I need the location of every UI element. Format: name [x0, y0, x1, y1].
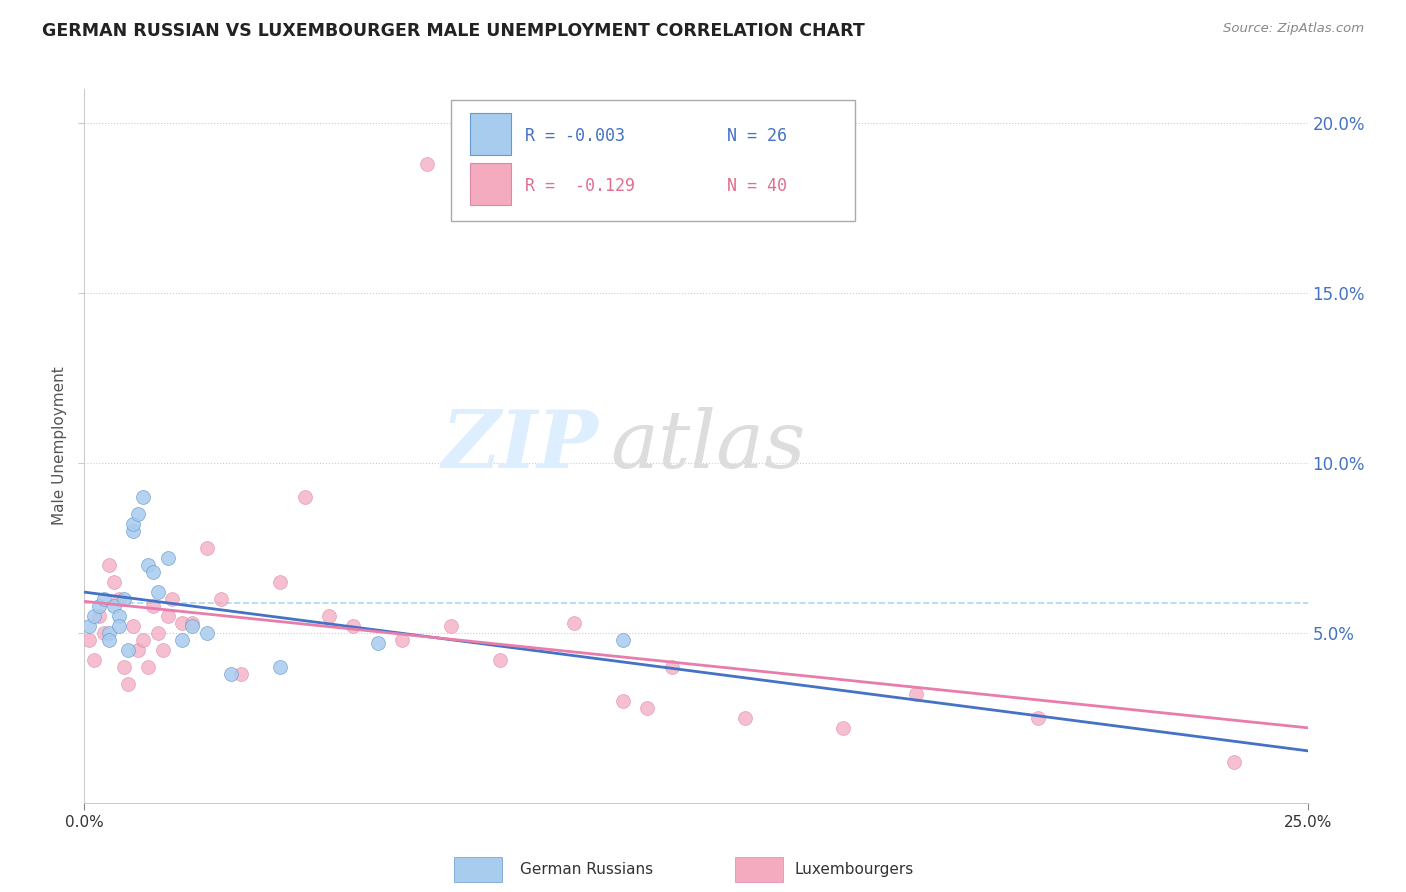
Point	[146, 585, 169, 599]
Point	[1028, 711, 1050, 725]
Text: N = 26: N = 26	[727, 127, 786, 145]
Point	[146, 626, 169, 640]
Point	[93, 626, 115, 640]
Point	[127, 643, 149, 657]
Point	[342, 619, 364, 633]
Point	[661, 660, 683, 674]
Point	[77, 632, 100, 647]
Text: Luxembourgers: Luxembourgers	[794, 863, 914, 877]
Point	[636, 700, 658, 714]
Text: atlas: atlas	[610, 408, 806, 484]
Point	[136, 558, 159, 572]
Point	[107, 608, 129, 623]
FancyBboxPatch shape	[451, 100, 855, 221]
Point	[181, 619, 204, 633]
Point	[117, 677, 139, 691]
Y-axis label: Male Unemployment: Male Unemployment	[52, 367, 67, 525]
Point	[156, 551, 179, 566]
Point	[112, 660, 135, 674]
Point	[195, 541, 218, 555]
Point	[905, 687, 928, 701]
Point	[83, 653, 105, 667]
Point	[156, 608, 179, 623]
Point	[87, 608, 110, 623]
Text: ZIP: ZIP	[441, 408, 598, 484]
Point	[209, 591, 232, 606]
Text: R = -0.003: R = -0.003	[524, 127, 624, 145]
Text: German Russians: German Russians	[520, 863, 654, 877]
Point	[172, 632, 194, 647]
Point	[162, 591, 184, 606]
Point	[103, 599, 125, 613]
Point	[294, 490, 316, 504]
Point	[269, 574, 291, 589]
Point	[195, 626, 218, 640]
Text: GERMAN RUSSIAN VS LUXEMBOURGER MALE UNEMPLOYMENT CORRELATION CHART: GERMAN RUSSIAN VS LUXEMBOURGER MALE UNEM…	[42, 22, 865, 40]
Point	[142, 565, 165, 579]
Point	[117, 643, 139, 657]
FancyBboxPatch shape	[470, 112, 512, 155]
Point	[107, 619, 129, 633]
Point	[1223, 755, 1246, 769]
Point	[734, 711, 756, 725]
Point	[122, 517, 145, 532]
Point	[127, 507, 149, 521]
FancyBboxPatch shape	[470, 162, 512, 205]
Point	[112, 591, 135, 606]
Point	[152, 643, 174, 657]
Point	[122, 524, 145, 538]
Point	[181, 615, 204, 630]
Point	[612, 694, 634, 708]
Point	[97, 632, 120, 647]
Point	[136, 660, 159, 674]
Point	[416, 157, 439, 171]
Point	[97, 558, 120, 572]
Point	[172, 615, 194, 630]
Text: R =  -0.129: R = -0.129	[524, 177, 634, 194]
Point	[229, 666, 252, 681]
Point	[107, 591, 129, 606]
Point	[132, 490, 155, 504]
Point	[83, 608, 105, 623]
Point	[77, 619, 100, 633]
Point	[97, 626, 120, 640]
Point	[391, 632, 413, 647]
Text: Source: ZipAtlas.com: Source: ZipAtlas.com	[1223, 22, 1364, 36]
Point	[87, 599, 110, 613]
Text: N = 40: N = 40	[727, 177, 786, 194]
Point	[269, 660, 291, 674]
Point	[103, 574, 125, 589]
Point	[367, 636, 389, 650]
Point	[122, 619, 145, 633]
Point	[440, 619, 463, 633]
Point	[219, 666, 242, 681]
Point	[562, 615, 585, 630]
Point	[489, 653, 512, 667]
Point	[318, 608, 340, 623]
Point	[612, 632, 634, 647]
Point	[831, 721, 853, 735]
Point	[142, 599, 165, 613]
Point	[93, 591, 115, 606]
Point	[132, 632, 155, 647]
